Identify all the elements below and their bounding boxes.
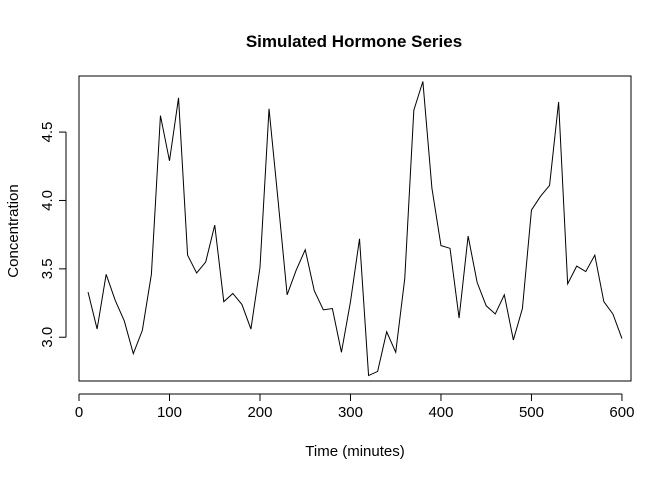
chart-title: Simulated Hormone Series bbox=[246, 32, 462, 51]
x-tick-label: 100 bbox=[157, 404, 182, 421]
x-tick-label: 0 bbox=[75, 404, 83, 421]
y-axis-label: Concentration bbox=[5, 184, 22, 277]
x-tick-label: 300 bbox=[338, 404, 363, 421]
x-axis: 0 100 200 300 400 500 600 bbox=[75, 393, 634, 421]
y-tick-label: 4.0 bbox=[39, 190, 56, 211]
y-tick-label: 3.5 bbox=[39, 258, 56, 279]
y-axis: 3.0 3.5 4.0 4.5 bbox=[39, 122, 67, 348]
y-tick-label: 3.0 bbox=[39, 327, 56, 348]
x-tick-label: 600 bbox=[609, 404, 634, 421]
x-axis-label: Time (minutes) bbox=[305, 443, 404, 460]
x-tick-label: 200 bbox=[247, 404, 272, 421]
x-tick-label: 400 bbox=[428, 404, 453, 421]
plot-frame bbox=[78, 75, 632, 382]
series-line bbox=[87, 81, 623, 377]
y-tick-label: 4.5 bbox=[39, 122, 56, 143]
x-tick-label: 500 bbox=[519, 404, 544, 421]
